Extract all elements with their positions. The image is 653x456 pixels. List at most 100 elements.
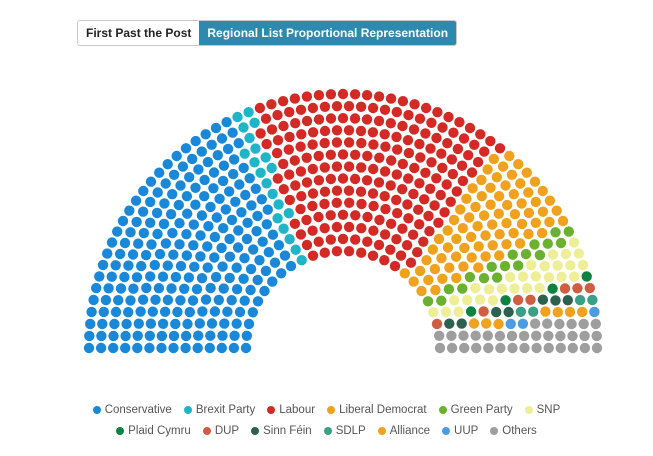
seat-plaid-cymru[interactable] <box>547 283 558 294</box>
seat-others[interactable] <box>446 342 458 354</box>
seat-brexit-party[interactable] <box>278 223 289 234</box>
legend-item-green-party[interactable]: Green Party <box>438 404 513 416</box>
seat-others[interactable] <box>566 318 577 330</box>
seat-snp[interactable] <box>547 249 559 260</box>
seat-labour[interactable] <box>284 169 295 180</box>
seat-brexit-party[interactable] <box>249 157 260 168</box>
seat-labour[interactable] <box>402 199 413 210</box>
seat-others[interactable] <box>471 342 482 354</box>
seat-alliance[interactable] <box>540 306 551 317</box>
seat-conservative[interactable] <box>181 191 193 202</box>
seat-conservative[interactable] <box>209 231 221 243</box>
seat-conservative[interactable] <box>156 342 167 354</box>
seat-labour[interactable] <box>441 179 452 190</box>
seat-conservative[interactable] <box>216 133 228 144</box>
seat-labour[interactable] <box>368 200 379 212</box>
seat-labour[interactable] <box>397 184 408 195</box>
seat-others[interactable] <box>482 330 493 341</box>
seat-labour[interactable] <box>485 135 496 147</box>
seat-conservative[interactable] <box>167 227 178 239</box>
seat-labour[interactable] <box>373 177 385 188</box>
seat-conservative[interactable] <box>219 318 230 329</box>
seat-labour[interactable] <box>295 104 307 116</box>
seat-conservative[interactable] <box>117 215 129 227</box>
seat-snp[interactable] <box>568 237 580 248</box>
seat-liberal-democrat[interactable] <box>437 273 448 284</box>
seat-liberal-democrat[interactable] <box>487 219 498 230</box>
seat-conservative[interactable] <box>261 219 272 230</box>
seat-conservative[interactable] <box>110 306 122 318</box>
seat-others[interactable] <box>518 330 530 342</box>
seat-sdlp[interactable] <box>574 294 586 306</box>
seat-snp[interactable] <box>487 295 499 306</box>
seat-conservative[interactable] <box>88 294 99 306</box>
seat-conservative[interactable] <box>217 261 228 272</box>
seat-conservative[interactable] <box>125 295 136 306</box>
seat-green-party[interactable] <box>499 260 511 272</box>
seat-green-party[interactable] <box>520 248 532 260</box>
seat-brexit-party[interactable] <box>272 213 283 224</box>
seat-others[interactable] <box>529 318 541 329</box>
seat-green-party[interactable] <box>486 261 497 272</box>
seat-conservative[interactable] <box>187 295 199 306</box>
seat-uup[interactable] <box>505 318 516 330</box>
seat-labour[interactable] <box>392 144 403 155</box>
seat-labour[interactable] <box>401 240 413 251</box>
seat-others[interactable] <box>554 318 565 330</box>
seat-conservative[interactable] <box>154 248 166 260</box>
seat-liberal-democrat[interactable] <box>451 233 462 245</box>
seat-snp[interactable] <box>534 282 545 294</box>
seat-plaid-cymru[interactable] <box>465 306 477 317</box>
seat-conservative[interactable] <box>86 306 97 318</box>
seat-snp[interactable] <box>517 271 529 282</box>
seat-conservative[interactable] <box>106 237 118 248</box>
seat-conservative[interactable] <box>243 318 255 330</box>
seat-labour[interactable] <box>425 143 436 154</box>
seat-dup[interactable] <box>478 306 489 317</box>
seat-labour[interactable] <box>307 250 319 261</box>
seat-brexit-party[interactable] <box>255 167 266 178</box>
seat-sinn-f-in[interactable] <box>444 318 455 329</box>
seat-snp[interactable] <box>569 271 580 282</box>
seat-conservative[interactable] <box>175 260 187 272</box>
seat-liberal-democrat[interactable] <box>464 212 475 223</box>
seat-others[interactable] <box>579 342 591 354</box>
seat-green-party[interactable] <box>422 296 434 307</box>
seat-labour[interactable] <box>405 257 417 268</box>
seat-labour[interactable] <box>414 219 425 230</box>
seat-conservative[interactable] <box>231 262 242 273</box>
seat-conservative[interactable] <box>180 342 191 354</box>
seat-dup[interactable] <box>525 294 536 305</box>
seat-conservative[interactable] <box>217 330 228 341</box>
seat-conservative[interactable] <box>230 196 241 207</box>
seat-liberal-democrat[interactable] <box>480 230 491 241</box>
seat-conservative[interactable] <box>184 306 195 318</box>
seat-liberal-democrat[interactable] <box>537 185 548 197</box>
seat-conservative[interactable] <box>251 226 262 237</box>
seat-liberal-democrat[interactable] <box>450 251 462 262</box>
seat-conservative[interactable] <box>209 306 221 317</box>
seat-liberal-democrat[interactable] <box>473 262 484 273</box>
seat-labour[interactable] <box>307 127 319 138</box>
seat-conservative[interactable] <box>245 284 256 296</box>
seat-labour[interactable] <box>319 247 330 258</box>
seat-others[interactable] <box>531 330 542 341</box>
seat-conservative[interactable] <box>153 283 165 294</box>
seat-conservative[interactable] <box>195 230 206 241</box>
seat-liberal-democrat[interactable] <box>557 215 569 227</box>
seat-conservative[interactable] <box>199 174 210 186</box>
seat-liberal-democrat[interactable] <box>508 189 519 200</box>
seat-conservative[interactable] <box>136 260 147 272</box>
seat-conservative[interactable] <box>138 185 149 197</box>
seat-conservative[interactable] <box>196 210 208 221</box>
seat-liberal-democrat[interactable] <box>544 195 556 206</box>
seat-labour[interactable] <box>408 188 419 200</box>
seat-others[interactable] <box>555 342 566 354</box>
seat-conservative[interactable] <box>151 207 163 219</box>
seat-labour[interactable] <box>290 118 301 129</box>
seat-conservative[interactable] <box>285 260 297 272</box>
seat-others[interactable] <box>434 330 445 341</box>
seat-labour[interactable] <box>389 260 401 272</box>
seat-liberal-democrat[interactable] <box>421 255 432 266</box>
seat-labour[interactable] <box>429 200 440 211</box>
